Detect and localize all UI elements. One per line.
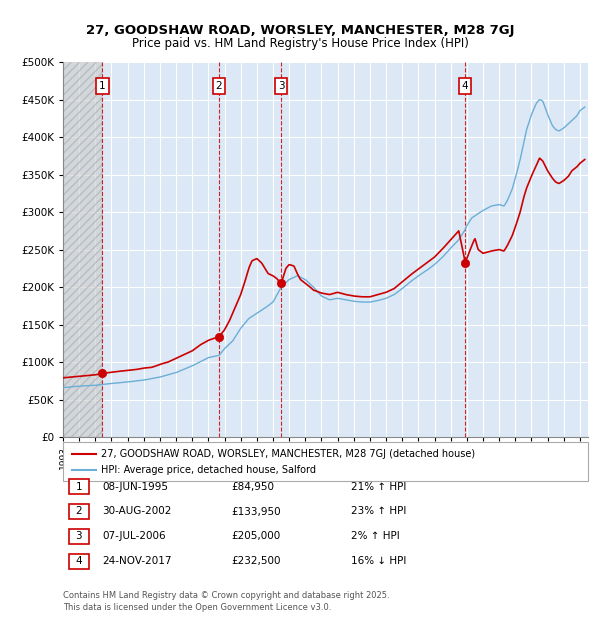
Text: Price paid vs. HM Land Registry's House Price Index (HPI): Price paid vs. HM Land Registry's House …	[131, 37, 469, 50]
Text: 08-JUN-1995: 08-JUN-1995	[102, 482, 168, 492]
Text: 1: 1	[76, 482, 82, 492]
Text: 2: 2	[76, 507, 82, 516]
Text: 2: 2	[216, 81, 223, 91]
Text: 30-AUG-2002: 30-AUG-2002	[102, 507, 172, 516]
Text: £84,950: £84,950	[231, 482, 274, 492]
Text: £232,500: £232,500	[231, 556, 281, 566]
Text: 4: 4	[76, 556, 82, 566]
Text: 3: 3	[278, 81, 284, 91]
Text: 1: 1	[99, 81, 106, 91]
Text: 23% ↑ HPI: 23% ↑ HPI	[351, 507, 406, 516]
Text: 16% ↓ HPI: 16% ↓ HPI	[351, 556, 406, 566]
Text: Contains HM Land Registry data © Crown copyright and database right 2025.
This d: Contains HM Land Registry data © Crown c…	[63, 591, 389, 612]
Bar	[63, 62, 103, 437]
Text: HPI: Average price, detached house, Salford: HPI: Average price, detached house, Salf…	[101, 465, 316, 475]
Text: 21% ↑ HPI: 21% ↑ HPI	[351, 482, 406, 492]
Text: 24-NOV-2017: 24-NOV-2017	[102, 556, 172, 566]
Text: 2% ↑ HPI: 2% ↑ HPI	[351, 531, 400, 541]
Text: 3: 3	[76, 531, 82, 541]
Text: 07-JUL-2006: 07-JUL-2006	[102, 531, 166, 541]
Text: 27, GOODSHAW ROAD, WORSLEY, MANCHESTER, M28 7GJ (detached house): 27, GOODSHAW ROAD, WORSLEY, MANCHESTER, …	[101, 449, 475, 459]
Text: 27, GOODSHAW ROAD, WORSLEY, MANCHESTER, M28 7GJ: 27, GOODSHAW ROAD, WORSLEY, MANCHESTER, …	[86, 24, 514, 37]
Text: £133,950: £133,950	[231, 507, 281, 516]
Text: 4: 4	[462, 81, 469, 91]
Text: £205,000: £205,000	[231, 531, 280, 541]
